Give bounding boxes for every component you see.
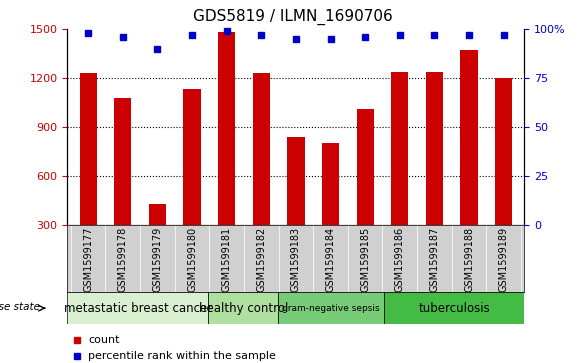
Bar	[287, 137, 305, 225]
Bar	[253, 73, 270, 225]
Bar	[461, 50, 478, 225]
Text: GSM1599187: GSM1599187	[430, 227, 440, 292]
Text: tuberculosis: tuberculosis	[418, 302, 490, 315]
Text: GSM1599177: GSM1599177	[83, 227, 93, 293]
Bar	[426, 72, 443, 225]
Text: GSM1599180: GSM1599180	[187, 227, 197, 292]
Bar	[67, 292, 208, 324]
Text: GSM1599183: GSM1599183	[291, 227, 301, 292]
Text: GDS5819 / ILMN_1690706: GDS5819 / ILMN_1690706	[193, 9, 393, 25]
Text: GSM1599186: GSM1599186	[395, 227, 405, 292]
Text: count: count	[88, 335, 120, 345]
Text: GSM1599178: GSM1599178	[118, 227, 128, 292]
Bar	[384, 292, 524, 324]
Text: gram-negative sepsis: gram-negative sepsis	[282, 304, 380, 313]
Text: GSM1599182: GSM1599182	[256, 227, 266, 292]
Bar	[208, 292, 278, 324]
Bar	[149, 204, 166, 225]
Bar	[322, 143, 339, 225]
Bar	[356, 109, 374, 225]
Text: disease state: disease state	[0, 302, 40, 311]
Text: GSM1599189: GSM1599189	[499, 227, 509, 292]
Bar	[278, 292, 384, 324]
Bar	[80, 73, 97, 225]
Text: GSM1599184: GSM1599184	[326, 227, 336, 292]
Text: GSM1599179: GSM1599179	[152, 227, 162, 292]
Bar	[391, 72, 408, 225]
Bar	[183, 89, 200, 225]
Bar	[218, 32, 236, 225]
Text: healthy control: healthy control	[199, 302, 288, 315]
Text: GSM1599185: GSM1599185	[360, 227, 370, 292]
Text: GSM1599188: GSM1599188	[464, 227, 474, 292]
Bar	[114, 98, 131, 225]
Text: GSM1599181: GSM1599181	[222, 227, 231, 292]
Bar	[495, 78, 512, 225]
Text: metastatic breast cancer: metastatic breast cancer	[64, 302, 212, 315]
Text: percentile rank within the sample: percentile rank within the sample	[88, 351, 276, 361]
